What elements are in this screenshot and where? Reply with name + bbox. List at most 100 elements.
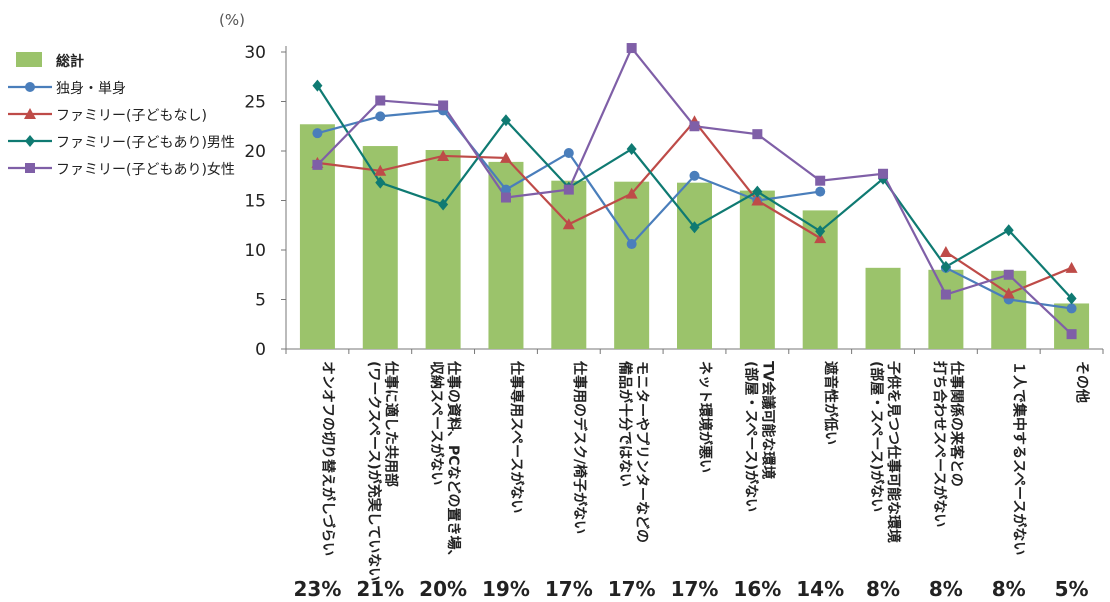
bar xyxy=(865,267,901,349)
data-point xyxy=(312,128,323,139)
data-point xyxy=(500,184,511,195)
data-point xyxy=(815,225,826,238)
category-label-line: モニターやプリンターなどの xyxy=(634,361,650,543)
legend-label: 総計 xyxy=(56,54,84,70)
data-point xyxy=(689,121,700,132)
axes: 0 5 10 15 20 25 30 xyxy=(244,43,1104,360)
legend-symbol xyxy=(8,135,52,147)
y-unit-label: (%) xyxy=(219,11,245,29)
category-label-line: 収納スペースがない xyxy=(428,361,445,485)
bar xyxy=(425,150,461,349)
category-labels: オンオフの切り替えがしづらい 仕事に適した共用部(ワークスペース)が充実していない… xyxy=(319,360,1090,581)
data-point xyxy=(438,198,449,211)
data-point xyxy=(500,192,511,203)
data-point xyxy=(815,186,826,197)
data-point xyxy=(374,164,387,176)
y-tick-label: 5 xyxy=(255,291,266,311)
category-label-line: 仕事専用スペースがない xyxy=(508,360,525,513)
data-point xyxy=(878,168,889,179)
category-label-line: 備品が十分ではない xyxy=(617,361,634,487)
percent-label: 20% xyxy=(419,577,467,601)
category-label-line: 仕事に適した共用部 xyxy=(382,360,399,487)
data-point xyxy=(625,187,638,199)
data-point xyxy=(563,184,574,195)
data-point xyxy=(1066,303,1077,314)
category-label-line: 遮音性が低い xyxy=(822,361,839,445)
data-point xyxy=(751,194,764,206)
percent-label: 23% xyxy=(293,577,341,601)
percent-label: 14% xyxy=(796,577,844,601)
legend-symbol xyxy=(16,52,42,67)
data-point xyxy=(312,159,323,170)
percent-label: 8% xyxy=(929,577,963,601)
category-label-line: 仕事関係の来客との xyxy=(948,360,965,487)
category-label-line: (部屋・スペース)がない xyxy=(742,361,759,512)
y-tick-label: 25 xyxy=(244,93,266,113)
bar xyxy=(739,190,775,349)
category-label-line: 打ち合わせスペースがない xyxy=(931,361,948,527)
legend-symbol xyxy=(8,82,52,92)
data-point xyxy=(1066,329,1077,340)
category-label-line: １人で集中するスペースがない xyxy=(1011,361,1028,555)
percent-label: 17% xyxy=(545,577,593,601)
legend-marker xyxy=(25,82,35,92)
data-point xyxy=(437,149,450,161)
data-point xyxy=(940,289,951,300)
data-point xyxy=(499,151,512,163)
data-point xyxy=(626,43,637,54)
data-point xyxy=(375,176,386,189)
y-tick-label: 0 xyxy=(255,340,266,360)
series-markers xyxy=(311,43,1078,340)
category-label: 仕事専用スペースがない xyxy=(508,360,525,513)
bar xyxy=(677,182,712,349)
data-point xyxy=(562,218,575,230)
category-label-line: TV会議可能な環境 xyxy=(759,361,776,479)
category-label: 仕事に適した共用部(ワークスペース)が充実していない xyxy=(365,360,399,581)
legend-label: ファミリー(子どもなし) xyxy=(56,108,207,124)
percent-labels: 23% 21% 20% 19% 17% 17% 17% 16% 14% 8% 8% 8% 5% xyxy=(293,577,1088,601)
percent-label: 19% xyxy=(482,577,530,601)
percent-label: 17% xyxy=(671,577,719,601)
data-point xyxy=(1003,269,1014,280)
legend-marker xyxy=(25,163,35,173)
data-point xyxy=(375,111,386,122)
data-point xyxy=(939,245,952,257)
y-tick-label: 20 xyxy=(244,142,266,162)
legend-label: ファミリー(子どもあり)男性 xyxy=(56,135,235,151)
y-tick-label: 15 xyxy=(244,192,266,212)
category-label-line: 仕事の資料、PCなどの置き場、 xyxy=(445,360,462,564)
category-label: 子供を見つつ仕事可能な環境(部屋・スペース)がない xyxy=(868,361,902,543)
category-label-line: 子供を見つつ仕事可能な環境 xyxy=(885,361,902,543)
data-point xyxy=(689,221,700,234)
data-point xyxy=(626,143,637,156)
percent-label: 8% xyxy=(866,577,900,601)
y-tick-label: 30 xyxy=(244,43,266,63)
legend-marker xyxy=(24,108,36,119)
data-point xyxy=(1002,287,1015,299)
data-point xyxy=(375,95,386,106)
percent-label: 16% xyxy=(733,577,781,601)
percent-label: 5% xyxy=(1055,577,1089,601)
category-label-line: (部屋・スペース)がない xyxy=(868,361,885,512)
category-label: １人で集中するスペースがない xyxy=(1011,361,1028,555)
data-point xyxy=(626,239,637,250)
data-point xyxy=(689,170,700,181)
category-label: 仕事の資料、PCなどの置き場、収納スペースがない xyxy=(428,360,462,564)
data-point xyxy=(312,79,323,92)
bar xyxy=(928,269,964,349)
category-label: オンオフの切り替えがしづらい xyxy=(319,361,336,556)
percent-label: 17% xyxy=(608,577,656,601)
category-label-line: (ワークスペース)が充実していない xyxy=(365,361,382,581)
category-label: 遮音性が低い xyxy=(822,361,839,445)
y-tick-label: 10 xyxy=(244,241,266,261)
data-point xyxy=(1003,224,1014,237)
category-label-line: ネット環境が悪い xyxy=(697,361,714,473)
data-point xyxy=(438,100,449,111)
bars xyxy=(299,124,1090,350)
data-point xyxy=(1065,261,1078,273)
category-label: 仕事用のデスク/椅子がない xyxy=(571,360,588,534)
legend-label: ファミリー(子どもあり)女性 xyxy=(56,162,235,178)
